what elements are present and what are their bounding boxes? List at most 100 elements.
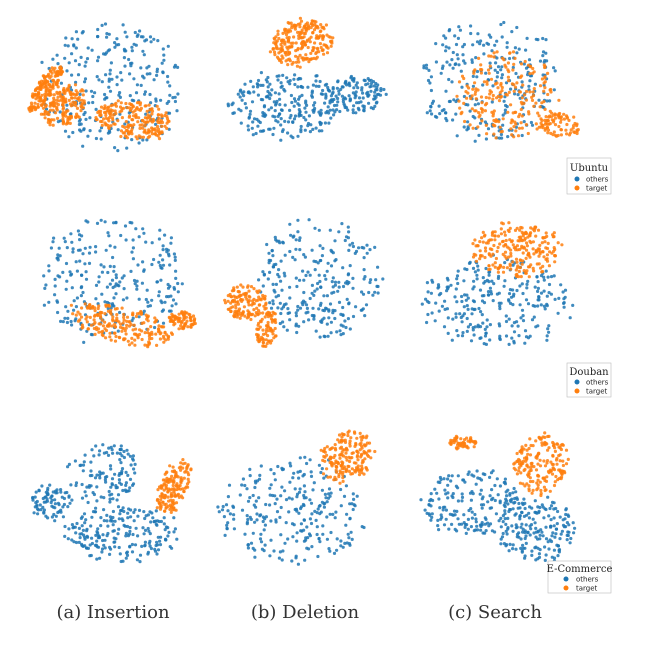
others-point [279,279,283,283]
target-point [520,96,524,100]
target-point [324,23,328,27]
others-point [311,488,315,492]
target-point [271,47,275,51]
others-point [302,253,306,257]
others-point [81,144,85,148]
target-point [565,115,569,119]
target-point [501,252,505,256]
others-point [341,324,345,328]
others-point [155,73,159,77]
target-point [107,303,111,307]
others-point [528,505,532,509]
others-point [498,324,502,328]
target-point [361,459,365,463]
others-point [294,311,298,315]
target-point [157,107,161,111]
target-point [49,93,53,97]
others-point [90,536,94,540]
target-point [250,303,254,307]
others-point [101,443,105,447]
others-point [376,265,380,269]
others-point [318,511,322,516]
target-point [262,344,266,348]
others-point [438,475,442,480]
others-point [326,261,330,265]
others-point [341,266,345,270]
others-point [59,510,63,514]
others-point [239,88,243,92]
target-point [154,332,158,336]
others-point [65,279,69,283]
others-point [308,130,312,134]
others-point [558,537,562,541]
others-point [91,94,95,99]
target-point [551,133,555,137]
others-point [346,317,350,321]
target-point [254,299,258,303]
others-point [119,461,123,465]
target-point [177,495,181,499]
others-point [452,509,457,513]
target-point [232,286,236,290]
others-point [451,317,455,321]
others-point [324,111,328,115]
target-point [97,330,101,334]
others-point [255,518,259,522]
others-point [161,71,165,75]
others-point [156,548,161,552]
others-point [535,275,539,279]
others-point [444,89,448,93]
others-point [131,483,135,487]
target-point [540,123,544,127]
others-point [503,517,507,521]
target-point [226,307,230,311]
others-point [483,327,487,331]
target-point [514,122,518,126]
others-point [137,315,141,319]
others-point [487,524,491,528]
others-point [455,274,460,278]
others-point [537,298,541,302]
target-point [103,320,107,324]
others-point [502,20,506,25]
others-point [321,246,325,250]
target-point [119,322,123,326]
others-point [293,114,298,118]
others-point [132,467,136,471]
target-point [189,325,193,329]
target-point [298,53,302,57]
target-point [93,309,97,313]
others-point [65,246,69,250]
others-point [518,303,522,307]
target-point [546,119,550,123]
others-point [568,541,572,545]
others-point [308,498,312,502]
others-point [271,299,275,303]
others-point [113,146,117,150]
target-point [505,245,509,249]
target-point [552,442,556,446]
others-point [96,34,100,39]
others-point [504,497,508,501]
target-point [140,126,145,130]
target-point [109,338,113,342]
others-point [122,287,126,291]
others-point [303,455,307,459]
others-point [478,336,482,340]
others-point [69,272,74,276]
others-point [317,463,321,467]
others-point [248,109,253,113]
target-point [148,119,152,123]
others-point [265,95,269,99]
others-point [257,477,262,481]
others-point [49,496,53,500]
others-point [65,69,69,73]
others-point [539,528,543,532]
others-point [42,274,46,278]
others-point [511,529,515,533]
target-point [106,106,110,110]
others-point [281,73,285,77]
target-point [519,464,523,468]
target-point [341,473,345,477]
